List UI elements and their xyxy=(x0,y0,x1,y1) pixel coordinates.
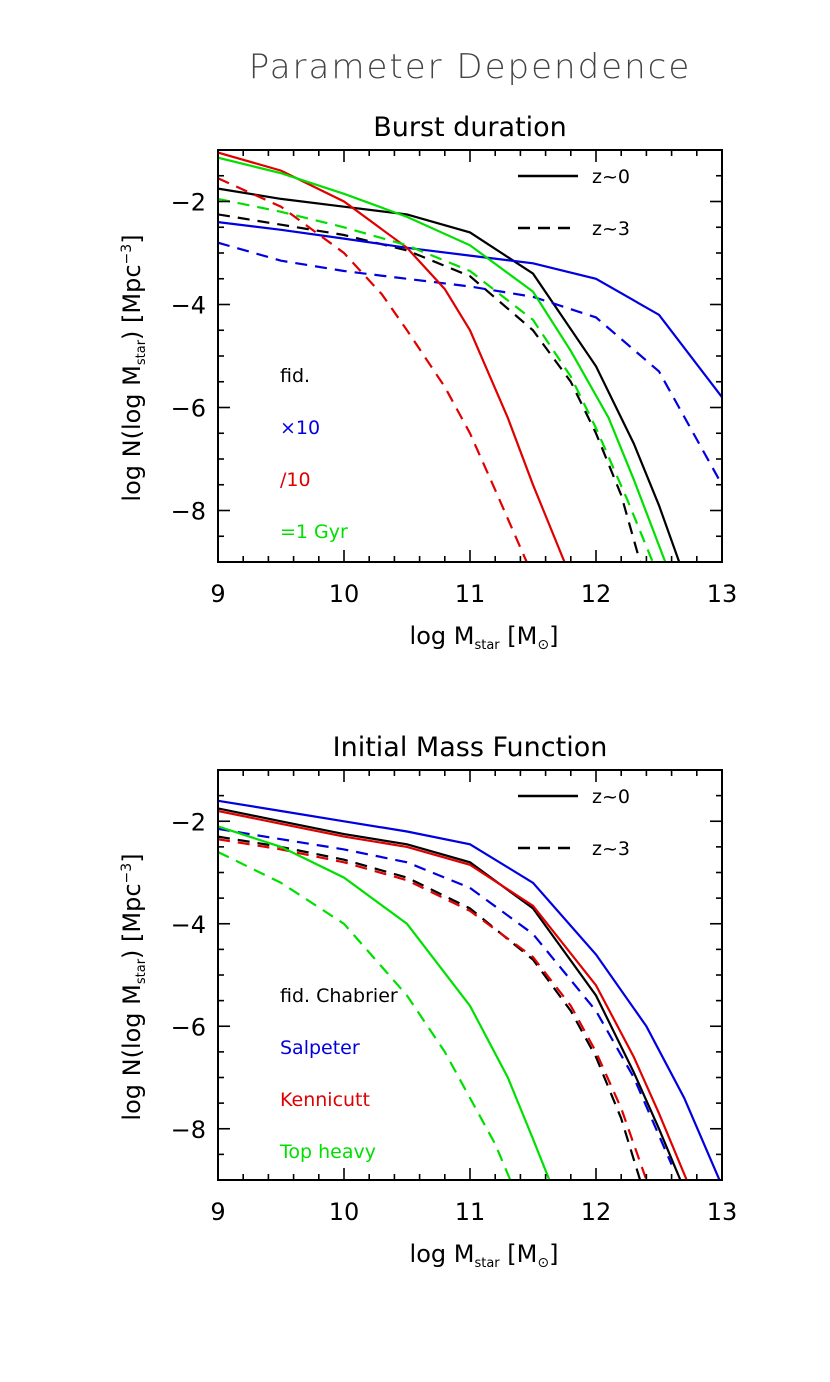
series-line-5 xyxy=(218,838,648,1180)
y-tick-label: −2 xyxy=(171,189,206,217)
panel-burst-duration: Burst duration 9 10 11 12 13 −2 −4 −6 −8 log Mstar… xyxy=(118,112,737,653)
series-line-7 xyxy=(218,851,512,1180)
panel-initial-mass-function: Initial Mass Function 9 10 11 12 13 −2 −4 −6 −8 lo… xyxy=(118,732,737,1271)
x-tick-label: 10 xyxy=(329,1198,360,1226)
plot-frame xyxy=(217,149,723,563)
series-line-3 xyxy=(218,241,722,486)
x-tick-label: 13 xyxy=(707,580,738,608)
color-legend-label: fid. Chabrier xyxy=(280,985,398,1007)
color-legend-label: fid. xyxy=(280,365,310,387)
series-line-6 xyxy=(218,156,667,562)
legend-label-solid: z~0 xyxy=(592,166,630,188)
y-axis-label: log N(log Mstar) [Mpc−3] xyxy=(118,234,149,501)
color-legend-label: Top heavy xyxy=(279,1141,376,1163)
series-group xyxy=(218,151,722,562)
color-legend-label: =1 Gyr xyxy=(280,521,348,543)
series-line-4 xyxy=(218,151,566,562)
panel-title: Initial Mass Function xyxy=(333,732,608,763)
panel-title: Burst duration xyxy=(373,112,567,143)
color-legend-label: ×10 xyxy=(280,417,320,439)
y-tick-label: −8 xyxy=(171,1116,206,1144)
series-group xyxy=(218,799,721,1180)
x-tick-label: 12 xyxy=(581,580,612,608)
x-axis-label: log Mstar [M⊙] xyxy=(410,622,559,653)
series-line-2 xyxy=(218,799,721,1180)
y-tick-label: −6 xyxy=(171,395,206,423)
y-tick-label: −6 xyxy=(171,1013,206,1041)
series-line-3 xyxy=(218,827,673,1166)
y-tick-label: −4 xyxy=(171,911,206,939)
x-tick-label: 10 xyxy=(329,580,360,608)
x-tick-label: 13 xyxy=(707,1198,738,1226)
series-line-1 xyxy=(218,213,642,562)
color-legend-label: /10 xyxy=(280,469,311,491)
y-axis-label: log N(log Mstar) [Mpc−3] xyxy=(118,853,149,1120)
x-tick-label: 9 xyxy=(210,580,225,608)
legend-label-solid: z~0 xyxy=(592,786,630,808)
x-axis-label: log Mstar [M⊙] xyxy=(410,1240,559,1271)
y-tick-label: −2 xyxy=(171,808,206,836)
x-tick-label: 11 xyxy=(455,580,486,608)
x-tick-label: 12 xyxy=(581,1198,612,1226)
x-tick-label: 9 xyxy=(210,1198,225,1226)
x-tick-label: 11 xyxy=(455,1198,486,1226)
series-line-6 xyxy=(218,825,551,1180)
legend-label-dashed: z~3 xyxy=(592,218,630,240)
series-line-4 xyxy=(218,809,688,1180)
figure-title: Parameter Dependence xyxy=(249,47,692,87)
series-line-0 xyxy=(218,187,681,562)
color-legend-label: Kennicutt xyxy=(280,1089,370,1111)
y-tick-label: −8 xyxy=(171,498,206,526)
y-tick-label: −4 xyxy=(171,292,206,320)
series-line-7 xyxy=(218,197,654,562)
series-line-1 xyxy=(218,835,642,1180)
series-line-2 xyxy=(218,221,722,398)
series-line-5 xyxy=(218,177,528,562)
plot-frame xyxy=(217,769,723,1181)
legend-label-dashed: z~3 xyxy=(592,838,630,860)
color-legend-label: Salpeter xyxy=(280,1037,360,1059)
